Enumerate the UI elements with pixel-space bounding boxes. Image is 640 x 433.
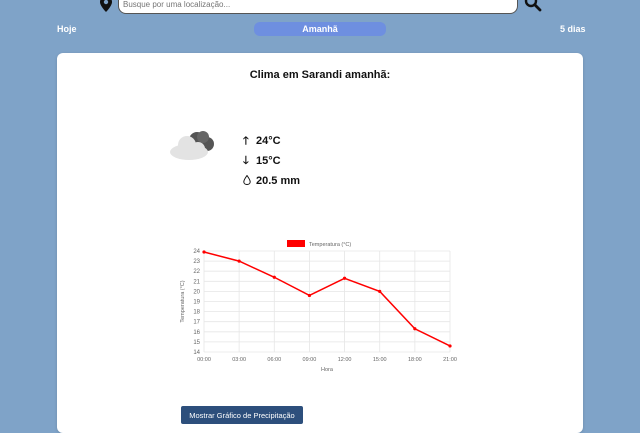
forecast-card: Clima em Sarandi amanhã: 🡑 24°C 🡓 15°C 2… bbox=[57, 53, 583, 433]
temperature-point bbox=[202, 250, 206, 254]
precipitation-value: 20.5 mm bbox=[256, 175, 301, 187]
temperature-chart: 14 15 16 17 18 19 20 21 22 23 24 00:00 03:00 06:00 09:… bbox=[180, 240, 457, 373]
x-axis-label: Hora bbox=[321, 367, 334, 373]
temperature-point bbox=[307, 293, 312, 298]
max-temp-row: 🡑 24°C bbox=[243, 131, 300, 151]
x-tick-label: 09:00 bbox=[303, 357, 317, 363]
precipitation-row: 20.5 mm bbox=[243, 171, 300, 191]
temperature-point bbox=[237, 259, 241, 263]
temperature-point bbox=[272, 275, 276, 279]
cloudy-weather-icon bbox=[170, 131, 214, 160]
tab-five-days[interactable]: 5 dias bbox=[560, 24, 586, 34]
y-tick-label: 19 bbox=[193, 300, 200, 306]
temperature-point bbox=[448, 344, 452, 348]
tab-tomorrow[interactable]: Amanhã bbox=[254, 22, 386, 36]
temperature-point bbox=[378, 289, 382, 293]
y-tick-label: 24 bbox=[193, 249, 200, 255]
x-tick-label: 15:00 bbox=[373, 357, 387, 363]
temperature-series-line bbox=[203, 251, 451, 347]
y-tick-label: 21 bbox=[193, 279, 200, 285]
weather-stats: 🡑 24°C 🡓 15°C 20.5 mm bbox=[243, 131, 300, 191]
search-input[interactable] bbox=[119, 0, 517, 9]
y-tick-label: 15 bbox=[193, 340, 200, 346]
x-tick-label: 03:00 bbox=[232, 357, 246, 363]
min-temp-row: 🡓 15°C bbox=[243, 151, 300, 171]
y-tick-label: 23 bbox=[193, 259, 200, 265]
temperature-point bbox=[413, 327, 417, 331]
legend-swatch bbox=[287, 240, 305, 247]
temperature-point bbox=[342, 276, 347, 280]
min-temp-value: 15°C bbox=[256, 155, 281, 167]
search-field[interactable] bbox=[118, 0, 518, 14]
x-tick-label: 21:00 bbox=[443, 357, 457, 363]
y-axis-label: Temperatura (°C) bbox=[180, 280, 186, 322]
droplet-icon bbox=[243, 174, 256, 188]
location-pin-icon[interactable] bbox=[99, 0, 113, 12]
legend-label: Temperatura (°C) bbox=[309, 242, 351, 248]
x-tick-label: 18:00 bbox=[408, 357, 422, 363]
forecast-title: Clima em Sarandi amanhã: bbox=[249, 69, 391, 81]
y-tick-label: 22 bbox=[193, 269, 200, 275]
search-icon[interactable] bbox=[524, 0, 542, 12]
y-tick-label: 14 bbox=[193, 350, 200, 356]
x-tick-label: 06:00 bbox=[267, 357, 281, 363]
x-tick-label: 00:00 bbox=[197, 357, 211, 363]
max-temp-value: 24°C bbox=[256, 135, 281, 147]
show-precipitation-chart-button[interactable]: Mostrar Gráfico de Precipitação bbox=[181, 406, 303, 424]
tab-today[interactable]: Hoje bbox=[57, 24, 77, 34]
arrow-up-icon: 🡑 bbox=[243, 134, 249, 147]
forecast-tabs: Hoje Amanhã 5 dias bbox=[0, 22, 640, 38]
search-bar-area bbox=[0, 0, 640, 20]
x-tick-label: 12:00 bbox=[338, 357, 352, 363]
y-tick-label: 17 bbox=[193, 320, 200, 326]
y-tick-label: 18 bbox=[193, 310, 200, 316]
y-tick-label: 20 bbox=[193, 289, 200, 295]
y-tick-label: 16 bbox=[193, 330, 200, 336]
arrow-down-icon: 🡓 bbox=[243, 154, 249, 167]
